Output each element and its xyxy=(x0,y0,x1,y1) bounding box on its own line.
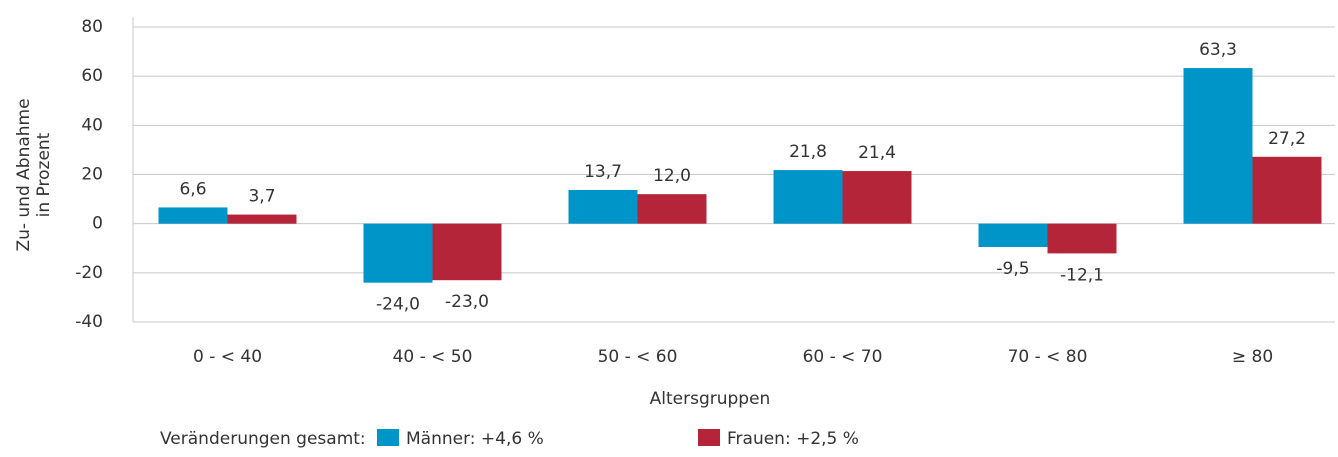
bar xyxy=(842,171,912,224)
y-tick-label: -20 xyxy=(75,263,103,283)
data-label: 6,6 xyxy=(179,179,206,199)
legend-swatch xyxy=(698,429,720,446)
bar xyxy=(637,194,707,224)
data-label: 3,7 xyxy=(248,187,275,207)
bar xyxy=(1252,156,1322,224)
data-label: 21,8 xyxy=(789,142,827,162)
bar xyxy=(978,223,1048,248)
x-tick-label: 70 - < 80 xyxy=(1008,347,1088,367)
bar xyxy=(158,207,228,224)
bar xyxy=(568,189,638,224)
y-tick-label: 20 xyxy=(81,165,103,185)
data-label: -9,5 xyxy=(996,259,1029,279)
y-tick-label: -40 xyxy=(75,312,103,332)
bar xyxy=(1047,223,1117,254)
data-label: 13,7 xyxy=(584,162,622,182)
legend-title: Veränderungen gesamt: xyxy=(160,429,366,449)
x-tick-label: 0 - < 40 xyxy=(193,347,262,367)
bar xyxy=(227,214,297,224)
y-tick-label: 0 xyxy=(92,214,103,234)
data-label: 63,3 xyxy=(1199,40,1237,60)
data-label: 21,4 xyxy=(858,143,896,163)
legend-label: Frauen: +2,5 % xyxy=(727,429,859,449)
data-label: 12,0 xyxy=(653,166,691,186)
bar xyxy=(432,223,502,281)
bar xyxy=(773,170,843,224)
data-label: -12,1 xyxy=(1060,265,1104,285)
y-tick-label: 80 xyxy=(81,17,103,37)
legend-label: Männer: +4,6 % xyxy=(406,429,544,449)
bar xyxy=(363,223,433,283)
legend-swatch xyxy=(377,429,399,446)
y-tick-label: 40 xyxy=(81,115,103,135)
data-label: -23,0 xyxy=(445,292,489,312)
x-tick-label: ≥ 80 xyxy=(1232,347,1273,367)
y-tick-label: 60 xyxy=(81,66,103,86)
x-tick-label: 50 - < 60 xyxy=(598,347,678,367)
y-axis-label-line: Zu- und Abnahme xyxy=(14,98,34,251)
x-tick-label: 40 - < 50 xyxy=(393,347,473,367)
data-label: 27,2 xyxy=(1268,129,1306,149)
data-label: -24,0 xyxy=(376,295,420,315)
bar xyxy=(1183,68,1253,224)
x-axis-label: Altersgruppen xyxy=(650,389,771,409)
y-axis-label-line: in Prozent xyxy=(34,132,54,217)
x-tick-label: 60 - < 70 xyxy=(803,347,883,367)
y-axis-label: Zu- und Abnahme in Prozent xyxy=(14,98,54,251)
